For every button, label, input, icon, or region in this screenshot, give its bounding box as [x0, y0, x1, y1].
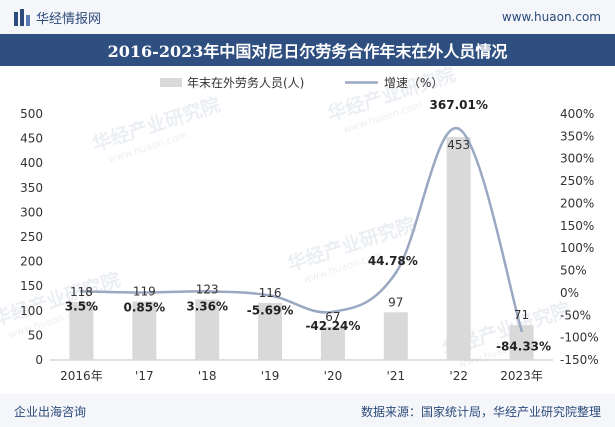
- y-left-tick-label: 0: [35, 353, 43, 367]
- y-right-tick-label: 200%: [560, 196, 594, 210]
- bar-value-label: 118: [70, 285, 93, 299]
- line-point: [520, 329, 524, 333]
- growth-value-label: -42.24%: [305, 319, 360, 333]
- site-url[interactable]: www.huaon.com: [501, 10, 601, 24]
- y-right-tick-label: -150%: [560, 353, 599, 367]
- growth-value-label: 0.85%: [123, 301, 165, 315]
- bar-value-label: 67: [325, 310, 340, 324]
- growth-line: [81, 127, 523, 331]
- bar-value-label: 97: [388, 295, 403, 309]
- growth-value-label: 3.36%: [186, 299, 228, 313]
- x-tick-label: '20: [324, 369, 343, 383]
- bar-value-label: 123: [196, 282, 219, 296]
- line-point: [394, 271, 398, 275]
- line-point: [142, 291, 146, 295]
- y-left-tick-label: 200: [20, 255, 43, 269]
- x-tick-label: '18: [198, 369, 217, 383]
- x-tick-label: '21: [387, 369, 406, 383]
- y-left-tick-label: 50: [28, 328, 43, 342]
- growth-line-series: [79, 127, 524, 333]
- bar: [195, 299, 220, 360]
- x-tick-label: 2016年: [60, 369, 103, 383]
- axes: 0 50 100 150 200 250 300 350 400 450 500 -150% -100%…: [20, 107, 599, 383]
- y-right-tick-label: 100%: [560, 241, 594, 255]
- y-right-tick-label: 300%: [560, 152, 594, 166]
- brand-name: 华经情报网: [36, 12, 102, 27]
- growth-value-label: 367.01%: [430, 98, 488, 112]
- y-right-tick-label: 150%: [560, 219, 594, 233]
- y-left-tick-label: 400: [20, 156, 43, 170]
- brand[interactable]: 华经情报网: [14, 8, 101, 27]
- line-point: [205, 289, 209, 293]
- y-right-tick-label: 0%: [560, 286, 579, 300]
- footer: 企业出海咨询 数据来源：国家统计局，华经产业研究院整理: [0, 394, 615, 427]
- y-right-tick-label: -50%: [560, 308, 591, 322]
- growth-value-label: 44.78%: [368, 254, 418, 268]
- y-right-tick-label: 250%: [560, 174, 594, 188]
- growth-value-label: 3.5%: [65, 299, 98, 313]
- bar-value-label: 119: [133, 284, 156, 298]
- bar: [446, 137, 471, 360]
- y-right-tick-label: 50%: [560, 264, 587, 278]
- y-left-tick-label: 350: [20, 181, 43, 195]
- chart-title: 2016-2023年中国对尼日尔劳务合作年末在外人员情况: [107, 42, 508, 61]
- legend-bar-label: 年末在外劳务人员(人): [187, 75, 304, 90]
- bar: [132, 301, 157, 360]
- y-right-tick-label: -100%: [560, 331, 599, 345]
- bar: [320, 327, 345, 360]
- y-left-tick-label: 100: [20, 304, 43, 318]
- y-left-tick-label: 150: [20, 279, 43, 293]
- y-right-tick-label: 350%: [560, 129, 594, 143]
- legend-bar-swatch: [160, 78, 182, 87]
- legend: 年末在外劳务人员(人) 增速（%）: [160, 75, 443, 90]
- growth-value-label: -84.33%: [496, 340, 551, 354]
- bar: [258, 302, 283, 360]
- growth-value-label: -5.69%: [247, 303, 294, 317]
- bar-series: [69, 137, 534, 360]
- footer-left-text: 企业出海咨询: [14, 405, 87, 419]
- bar: [69, 301, 94, 360]
- y-left-tick-label: 450: [20, 132, 43, 146]
- bar-value-label: 116: [259, 286, 282, 300]
- data-source: 数据来源：国家统计局，华经产业研究院整理: [360, 405, 601, 419]
- y-right-tick-label: 400%: [560, 107, 594, 121]
- y-left-tick-label: 250: [20, 230, 43, 244]
- top-bar: 华经情报网 www.huaon.com: [0, 0, 615, 34]
- data-labels: 118 119 123 116 67 97 453 71 3.5% 0.85% 3.36% -5.69…: [65, 98, 551, 354]
- bar: [383, 312, 408, 360]
- line-point: [457, 127, 461, 131]
- line-point: [331, 310, 335, 314]
- y-left-tick-label: 300: [20, 205, 43, 219]
- x-tick-label: '17: [135, 369, 154, 383]
- title-bar: 2016-2023年中国对尼日尔劳务合作年末在外人员情况: [0, 34, 615, 66]
- bar-value-label: 71: [514, 308, 529, 322]
- brand-logo-icon: [14, 8, 30, 26]
- x-tick-label: '19: [261, 369, 280, 383]
- legend-line-label: 增速（%）: [384, 76, 443, 90]
- x-tick-label: 2023年: [500, 369, 543, 383]
- y-left-tick-label: 500: [20, 107, 43, 121]
- line-point: [268, 293, 272, 297]
- line-point: [79, 289, 83, 293]
- bar-value-label: 453: [447, 138, 470, 152]
- x-tick-label: '22: [449, 369, 468, 383]
